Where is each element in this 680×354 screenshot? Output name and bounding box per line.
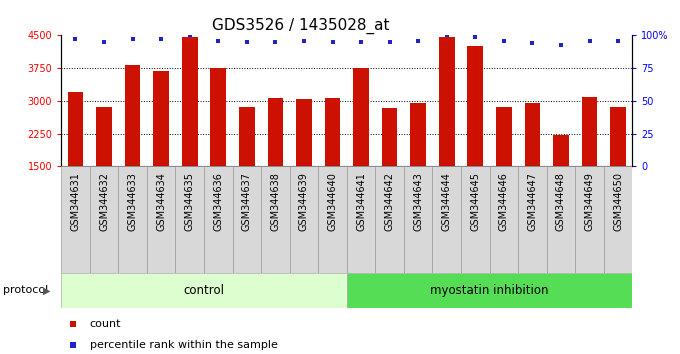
Text: GSM344643: GSM344643 bbox=[413, 172, 423, 230]
Bar bbox=[96, 107, 112, 166]
Bar bbox=[67, 92, 84, 166]
Point bbox=[270, 39, 281, 45]
Text: GSM344641: GSM344641 bbox=[356, 172, 366, 230]
Bar bbox=[61, 166, 90, 273]
Text: GSM344644: GSM344644 bbox=[442, 172, 452, 230]
Bar bbox=[233, 166, 261, 273]
Bar bbox=[375, 166, 404, 273]
Point bbox=[527, 40, 538, 46]
Text: GSM344639: GSM344639 bbox=[299, 172, 309, 230]
Text: control: control bbox=[184, 284, 224, 297]
Bar bbox=[490, 166, 518, 273]
Text: GSM344646: GSM344646 bbox=[499, 172, 509, 230]
Point bbox=[156, 36, 167, 42]
Bar bbox=[404, 166, 432, 273]
Text: GSM344650: GSM344650 bbox=[613, 172, 623, 231]
Text: GSM344637: GSM344637 bbox=[242, 172, 252, 231]
Title: GDS3526 / 1435028_at: GDS3526 / 1435028_at bbox=[212, 18, 390, 34]
Text: GSM344640: GSM344640 bbox=[328, 172, 337, 230]
Bar bbox=[347, 273, 632, 308]
Point bbox=[213, 38, 224, 44]
Point bbox=[127, 36, 138, 42]
Point bbox=[556, 42, 566, 47]
Text: GSM344634: GSM344634 bbox=[156, 172, 166, 230]
Bar bbox=[347, 166, 375, 273]
Point bbox=[441, 33, 452, 38]
Bar bbox=[267, 98, 284, 166]
Text: GSM344648: GSM344648 bbox=[556, 172, 566, 230]
Bar bbox=[575, 166, 604, 273]
Bar bbox=[118, 166, 147, 273]
Text: myostatin inhibition: myostatin inhibition bbox=[430, 284, 549, 297]
Text: ▶: ▶ bbox=[42, 285, 50, 295]
Point bbox=[70, 36, 81, 42]
Bar bbox=[410, 103, 426, 166]
Bar bbox=[153, 71, 169, 166]
Text: GSM344638: GSM344638 bbox=[271, 172, 280, 230]
Point bbox=[356, 39, 367, 45]
Bar bbox=[90, 166, 118, 273]
Bar bbox=[439, 37, 455, 166]
Point bbox=[241, 39, 252, 45]
Point bbox=[67, 342, 78, 348]
Bar bbox=[296, 99, 312, 166]
Point bbox=[327, 39, 338, 45]
Text: count: count bbox=[90, 319, 121, 329]
Bar bbox=[204, 166, 233, 273]
Bar bbox=[353, 68, 369, 166]
Bar bbox=[553, 135, 569, 166]
Text: percentile rank within the sample: percentile rank within the sample bbox=[90, 340, 277, 350]
Bar bbox=[175, 166, 204, 273]
Bar bbox=[496, 107, 512, 166]
Point bbox=[613, 38, 624, 44]
Text: GSM344642: GSM344642 bbox=[385, 172, 394, 231]
Bar bbox=[61, 273, 347, 308]
Point bbox=[99, 39, 109, 45]
Bar bbox=[604, 166, 632, 273]
Point bbox=[299, 38, 309, 44]
Bar bbox=[524, 103, 541, 166]
Bar bbox=[147, 166, 175, 273]
Text: GSM344632: GSM344632 bbox=[99, 172, 109, 231]
Point bbox=[413, 38, 424, 44]
Bar bbox=[318, 166, 347, 273]
Point bbox=[584, 38, 595, 44]
Bar bbox=[239, 107, 255, 166]
Text: GSM344633: GSM344633 bbox=[128, 172, 137, 230]
Bar bbox=[210, 68, 226, 166]
Text: GSM344631: GSM344631 bbox=[71, 172, 80, 230]
Point bbox=[67, 321, 78, 327]
Bar bbox=[432, 166, 461, 273]
Bar bbox=[124, 65, 141, 166]
Text: GSM344635: GSM344635 bbox=[185, 172, 194, 231]
Bar bbox=[581, 97, 598, 166]
Bar bbox=[381, 108, 398, 166]
Point bbox=[184, 33, 195, 38]
Bar bbox=[290, 166, 318, 273]
Bar bbox=[518, 166, 547, 273]
Bar bbox=[467, 46, 483, 166]
Bar bbox=[461, 166, 490, 273]
Bar bbox=[182, 37, 198, 166]
Text: GSM344647: GSM344647 bbox=[528, 172, 537, 231]
Text: protocol: protocol bbox=[3, 285, 49, 295]
Text: GSM344645: GSM344645 bbox=[471, 172, 480, 231]
Point bbox=[470, 34, 481, 40]
Bar bbox=[610, 107, 626, 166]
Text: GSM344636: GSM344636 bbox=[214, 172, 223, 230]
Point bbox=[498, 38, 509, 44]
Bar bbox=[324, 98, 341, 166]
Point bbox=[384, 39, 395, 45]
Bar bbox=[547, 166, 575, 273]
Bar bbox=[261, 166, 290, 273]
Text: GSM344649: GSM344649 bbox=[585, 172, 594, 230]
